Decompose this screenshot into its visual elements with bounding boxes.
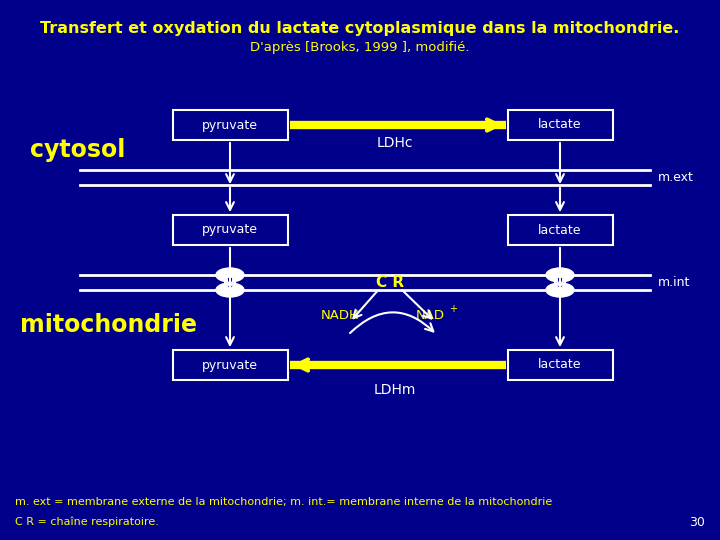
Ellipse shape: [216, 283, 244, 297]
Text: m. ext = membrane externe de la mitochondrie; m. int.= membrane interne de la mi: m. ext = membrane externe de la mitochon…: [15, 497, 552, 507]
Text: NADH: NADH: [320, 309, 359, 322]
Text: LDHc: LDHc: [377, 136, 413, 150]
Text: lactate: lactate: [539, 359, 582, 372]
Text: lactate: lactate: [539, 224, 582, 237]
Text: LDHm: LDHm: [374, 383, 416, 397]
Text: pyruvate: pyruvate: [202, 118, 258, 132]
Text: m.int: m.int: [658, 276, 690, 289]
Text: pyruvate: pyruvate: [202, 224, 258, 237]
Text: pyruvate: pyruvate: [202, 359, 258, 372]
Text: 30: 30: [689, 516, 705, 529]
Ellipse shape: [216, 268, 244, 282]
Text: Transfert et oxydation du lactate cytoplasmique dans la mitochondrie.: Transfert et oxydation du lactate cytopl…: [40, 21, 680, 36]
Ellipse shape: [546, 283, 574, 297]
Text: NAD: NAD: [416, 309, 445, 322]
FancyBboxPatch shape: [508, 350, 613, 380]
FancyBboxPatch shape: [173, 350, 287, 380]
FancyBboxPatch shape: [508, 215, 613, 245]
Text: mitochondrie: mitochondrie: [20, 313, 197, 337]
Text: lactate: lactate: [539, 118, 582, 132]
FancyBboxPatch shape: [173, 215, 287, 245]
Text: m.ext: m.ext: [658, 171, 694, 184]
Text: cytosol: cytosol: [30, 138, 125, 162]
Text: +: +: [449, 304, 457, 314]
Text: C R: C R: [376, 275, 404, 290]
Ellipse shape: [546, 268, 574, 282]
FancyBboxPatch shape: [508, 110, 613, 140]
Text: C R = chaîne respiratoire.: C R = chaîne respiratoire.: [15, 517, 159, 527]
Text: D'après [Brooks, 1999 ], modifié.: D'après [Brooks, 1999 ], modifié.: [251, 40, 469, 53]
FancyBboxPatch shape: [173, 110, 287, 140]
